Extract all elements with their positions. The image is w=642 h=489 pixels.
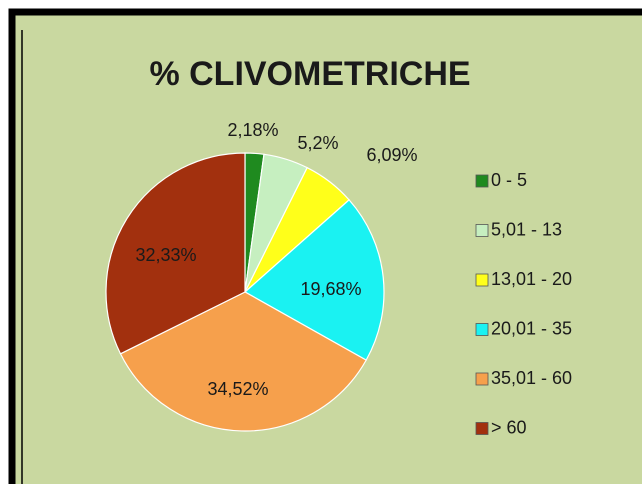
legend-label: 0 - 5 (491, 170, 527, 190)
legend-label: 20,01 - 35 (491, 318, 572, 338)
chart-border (8, 8, 642, 484)
data-label: 19,68% (300, 279, 361, 299)
legend-swatch (475, 422, 489, 435)
legend-swatch (475, 273, 489, 287)
pie-slice (105, 152, 246, 355)
data-label: 5,2% (297, 133, 338, 153)
legend-label: > 60 (491, 417, 527, 437)
data-label: 32,33% (135, 245, 196, 265)
chart-title: % CLIVOMETRICHE (149, 55, 470, 93)
data-label: 2,18% (227, 120, 278, 140)
legend-swatch (475, 224, 489, 237)
data-label: 34,52% (207, 379, 268, 399)
pie-slice (243, 199, 385, 361)
legend-label: 13,01 - 20 (491, 269, 572, 289)
legend-swatch (475, 174, 489, 188)
legend-label: 5,01 - 13 (491, 219, 562, 239)
legend-label: 35,01 - 60 (491, 368, 572, 388)
legend-swatch (475, 372, 489, 386)
legend-swatch (475, 323, 489, 336)
data-label: 6,09% (366, 145, 417, 165)
pie-slice (119, 291, 367, 432)
